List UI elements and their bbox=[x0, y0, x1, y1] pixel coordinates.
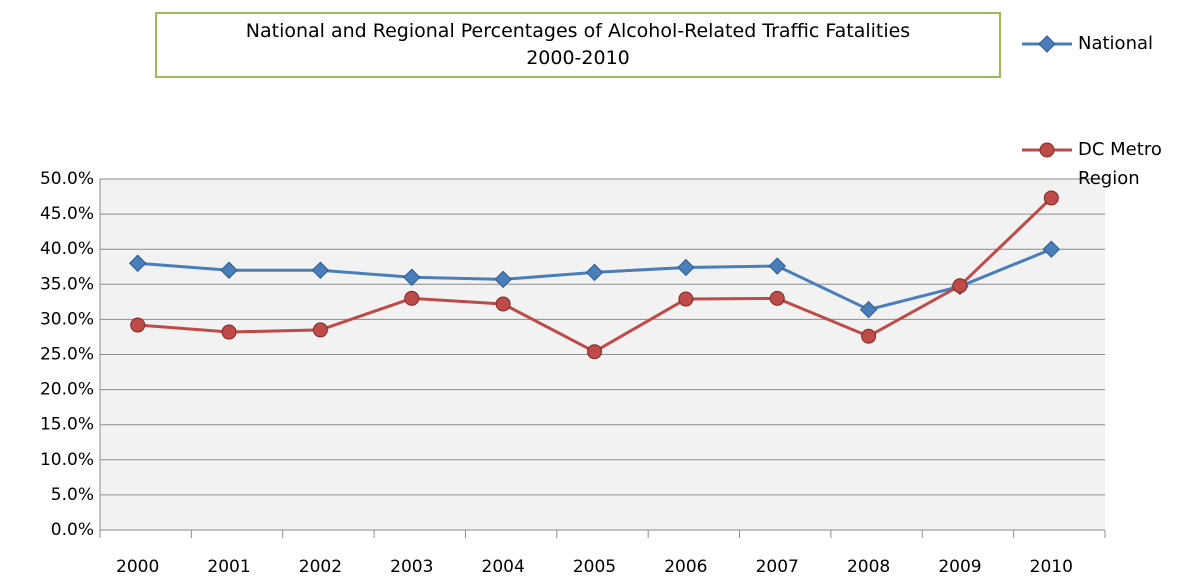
marker bbox=[861, 328, 877, 344]
y-tick-label: 15.0% bbox=[40, 415, 94, 435]
y-tick-label: 5.0% bbox=[51, 485, 94, 505]
marker bbox=[1043, 190, 1059, 206]
legend-marker bbox=[1038, 35, 1056, 53]
marker bbox=[130, 317, 146, 333]
marker bbox=[220, 261, 238, 279]
marker bbox=[769, 290, 785, 306]
y-tick-label: 25.0% bbox=[40, 345, 94, 365]
marker bbox=[585, 263, 604, 282]
marker bbox=[128, 254, 147, 272]
marker bbox=[768, 257, 786, 275]
x-tick-label: 2009 bbox=[938, 557, 981, 577]
y-tick-label: 20.0% bbox=[40, 380, 94, 400]
x-tick-label: 2008 bbox=[847, 557, 890, 577]
marker bbox=[952, 278, 968, 294]
x-tick-label: 2007 bbox=[756, 557, 799, 577]
marker bbox=[495, 296, 511, 312]
legend-marker bbox=[1039, 142, 1055, 158]
marker bbox=[678, 291, 694, 307]
legend-label: National bbox=[1078, 33, 1154, 54]
x-tick-label: 2000 bbox=[116, 557, 159, 577]
x-tick-label: 2005 bbox=[573, 557, 616, 577]
marker bbox=[221, 324, 237, 340]
marker bbox=[494, 270, 512, 289]
marker bbox=[859, 300, 878, 319]
marker bbox=[587, 344, 602, 360]
chart-title: National and Regional Percentages of Alc… bbox=[155, 12, 1001, 78]
y-tick-label: 0.0% bbox=[51, 520, 94, 540]
x-tick-label: 2004 bbox=[482, 557, 525, 577]
marker bbox=[404, 290, 420, 306]
y-tick-label: 30.0% bbox=[40, 309, 94, 329]
marker bbox=[1042, 240, 1061, 258]
x-tick-label: 2002 bbox=[299, 557, 342, 577]
y-tick-label: 50.0% bbox=[40, 169, 94, 189]
x-tick-label: 2001 bbox=[207, 557, 250, 577]
x-tick-label: 2006 bbox=[664, 557, 707, 577]
y-tick-label: 10.0% bbox=[40, 450, 94, 470]
x-tick-label: 2010 bbox=[1030, 557, 1073, 577]
marker bbox=[312, 322, 328, 338]
y-tick-label: 40.0% bbox=[40, 239, 94, 259]
x-tick-label: 2003 bbox=[390, 557, 433, 577]
marker bbox=[677, 258, 695, 277]
y-tick-label: 35.0% bbox=[40, 274, 94, 294]
marker bbox=[403, 268, 421, 286]
marker bbox=[311, 261, 330, 279]
y-tick-label: 45.0% bbox=[40, 204, 94, 224]
legend-label: DC Metro Region bbox=[1078, 139, 1162, 189]
